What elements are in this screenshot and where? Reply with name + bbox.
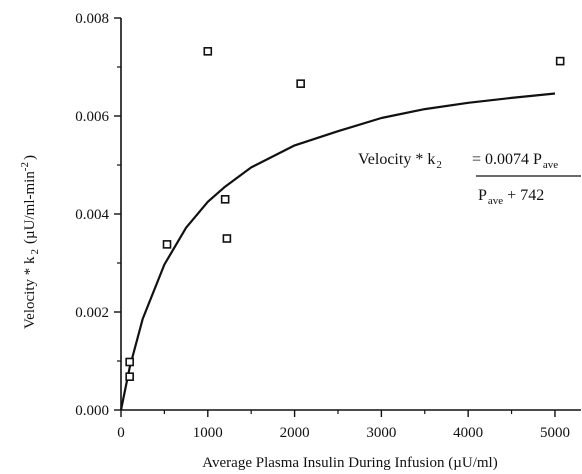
x-tick-label: 0 — [117, 425, 125, 441]
y-tick-label: 0.004 — [75, 207, 109, 223]
data-point — [203, 47, 213, 56]
equation-denominator-sub: ave — [488, 195, 503, 207]
equation-numerator: = 0.0074 Pave — [472, 151, 558, 171]
y-axis-title: Velocity * k2 (µU/ml-min-2) — [19, 155, 41, 329]
fitted-curve — [119, 92, 556, 411]
data-point — [125, 372, 134, 381]
data-points — [125, 47, 565, 381]
y-axis-title-units: (µU/ml-min — [22, 171, 38, 244]
y-axis-title-main: Velocity * k — [22, 256, 38, 329]
x-tick-label: 3000 — [366, 425, 396, 441]
equation-numerator-sub: ave — [543, 159, 558, 171]
equation-lhs: Velocity * k2 — [358, 151, 442, 171]
x-axis-title: Average Plasma Insulin During Infusion (… — [202, 455, 497, 471]
axes — [120, 18, 581, 411]
ticks: 0.000 0.002 0.004 0.006 0.008 0 1000 2000 3000 40… — [75, 11, 570, 441]
data-point — [220, 195, 230, 204]
equation-lhs-sub: 2 — [436, 159, 442, 171]
data-point — [125, 357, 134, 367]
equation-lhs-main: Velocity * k — [358, 151, 435, 168]
y-tick-label: 0.000 — [75, 403, 109, 419]
x-tick-label: 1000 — [193, 425, 223, 441]
data-point — [555, 56, 565, 66]
data-point — [222, 234, 232, 243]
data-point — [296, 79, 305, 88]
y-axis-title-exp: -2 — [19, 162, 31, 171]
y-tick-label: 0.002 — [75, 305, 109, 321]
x-tick-label: 2000 — [280, 425, 310, 441]
x-tick-label: 4000 — [453, 425, 483, 441]
fitted-curve-line — [119, 92, 556, 411]
equation-denominator: Pave + 742 — [478, 187, 544, 207]
equation-numerator-main: = 0.0074 P — [472, 151, 542, 168]
y-tick-label: 0.008 — [75, 11, 109, 27]
y-tick-label: 0.006 — [75, 109, 109, 125]
y-axis-title-close: ) — [22, 155, 38, 160]
y-axis-title-sub: 2 — [29, 249, 41, 255]
equation-annotation: Velocity * k2 = 0.0074 Pave Pave + 742 — [358, 151, 581, 207]
equation-denominator-rest: + 742 — [503, 187, 544, 204]
data-point — [162, 240, 172, 249]
x-tick-label: 5000 — [540, 425, 570, 441]
equation-denominator-p: P — [478, 187, 487, 204]
